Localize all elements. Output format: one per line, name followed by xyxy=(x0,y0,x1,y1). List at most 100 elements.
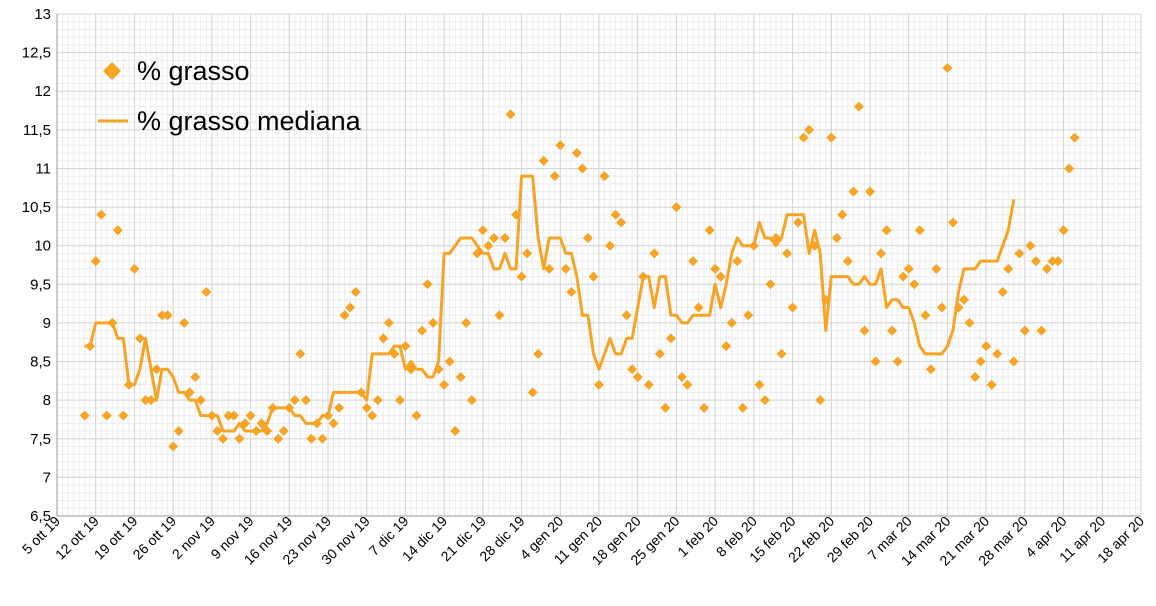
data-point xyxy=(444,356,455,367)
data-point xyxy=(477,225,488,236)
y-tick-label: 8,5 xyxy=(30,354,51,371)
data-point xyxy=(986,379,997,390)
data-point xyxy=(300,395,311,406)
data-point xyxy=(234,433,245,444)
data-point xyxy=(511,209,522,220)
data-point xyxy=(278,426,289,437)
data-point xyxy=(1008,356,1019,367)
data-point xyxy=(422,279,433,290)
data-point xyxy=(228,410,239,421)
data-point xyxy=(726,317,737,328)
data-point xyxy=(820,294,831,305)
data-point xyxy=(643,379,654,390)
data-point xyxy=(184,387,195,398)
data-point xyxy=(378,333,389,344)
data-point xyxy=(405,364,416,375)
data-point xyxy=(162,310,173,321)
y-tick-label: 12 xyxy=(34,83,51,100)
data-point xyxy=(284,402,295,413)
data-point xyxy=(1041,263,1052,274)
data-point xyxy=(334,402,345,413)
y-tick-label: 7 xyxy=(43,469,51,486)
data-point xyxy=(499,232,510,243)
data-point xyxy=(151,364,162,375)
data-point xyxy=(842,256,853,267)
data-point xyxy=(339,310,350,321)
data-point xyxy=(942,63,953,74)
data-point xyxy=(665,333,676,344)
data-point xyxy=(450,426,461,437)
data-point xyxy=(632,371,643,382)
data-point xyxy=(394,395,405,406)
data-point xyxy=(505,109,516,120)
data-point xyxy=(383,317,394,328)
data-point xyxy=(146,395,157,406)
data-point xyxy=(710,263,721,274)
data-point xyxy=(273,433,284,444)
data-point xyxy=(688,256,699,267)
data-point xyxy=(865,186,875,197)
data-point xyxy=(112,225,123,236)
data-point xyxy=(361,402,372,413)
data-point xyxy=(588,271,599,282)
data-point xyxy=(715,271,726,282)
data-point xyxy=(328,418,339,429)
axes xyxy=(56,14,1141,517)
data-point xyxy=(516,271,527,282)
data-point xyxy=(317,433,328,444)
data-point xyxy=(555,140,566,151)
data-point xyxy=(594,379,604,390)
data-point xyxy=(107,317,118,328)
data-point xyxy=(981,341,992,352)
data-point xyxy=(488,232,499,243)
data-point xyxy=(638,271,649,282)
data-point xyxy=(798,132,809,143)
data-point xyxy=(925,364,936,375)
data-point xyxy=(472,248,483,259)
data-point xyxy=(831,232,842,243)
data-point xyxy=(903,263,914,274)
data-point xyxy=(157,310,168,321)
data-point xyxy=(931,263,942,274)
y-tick-label: 12,5 xyxy=(22,45,51,62)
data-point xyxy=(682,379,693,390)
data-point xyxy=(809,240,820,251)
data-point xyxy=(743,310,754,321)
data-point xyxy=(616,217,627,228)
data-point xyxy=(1036,325,1047,336)
data-point xyxy=(748,240,759,251)
data-point xyxy=(1025,240,1036,251)
data-point xyxy=(959,294,970,305)
data-point xyxy=(582,232,593,243)
data-point xyxy=(123,379,134,390)
data-point xyxy=(654,348,665,359)
y-tick-label: 9,5 xyxy=(30,276,51,293)
y-tick-label: 6,5 xyxy=(30,508,51,525)
data-point xyxy=(804,124,815,135)
y-tick-label: 9 xyxy=(43,315,51,332)
data-point xyxy=(1030,256,1041,267)
data-point xyxy=(195,395,206,406)
data-point xyxy=(892,356,903,367)
data-point xyxy=(134,333,145,344)
data-point xyxy=(826,132,837,143)
data-point xyxy=(964,317,975,328)
data-point xyxy=(544,263,555,274)
data-point xyxy=(1064,163,1075,174)
data-point xyxy=(173,426,184,437)
data-point xyxy=(693,302,704,313)
data-point xyxy=(400,341,411,352)
data-point xyxy=(256,418,267,429)
data-point xyxy=(417,325,428,336)
data-point xyxy=(920,310,931,321)
data-point xyxy=(975,356,986,367)
data-point xyxy=(571,148,582,159)
data-point xyxy=(522,248,533,259)
data-point xyxy=(372,395,383,406)
data-point xyxy=(1003,263,1014,274)
data-point xyxy=(439,379,450,390)
data-point xyxy=(455,371,466,382)
data-point xyxy=(721,341,732,352)
data-point xyxy=(787,302,798,313)
